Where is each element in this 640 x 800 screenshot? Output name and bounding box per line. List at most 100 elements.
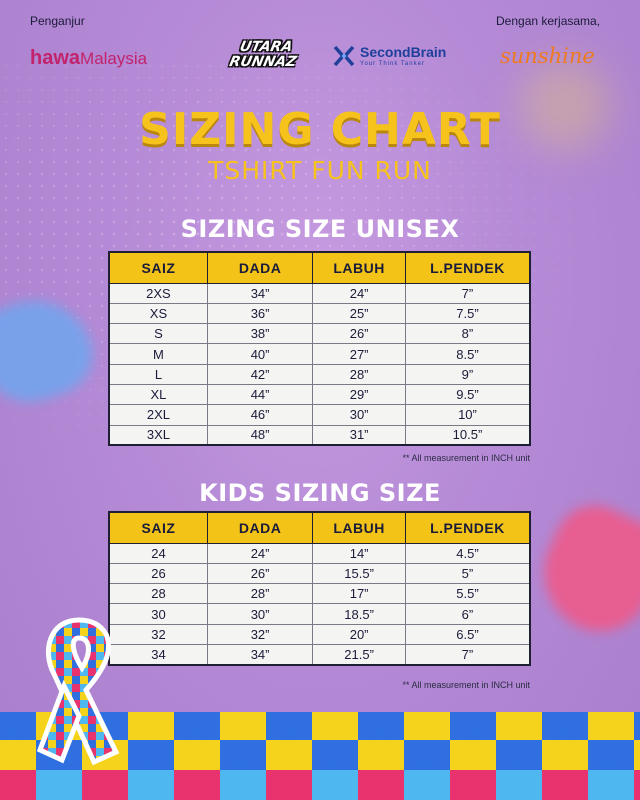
table-row: XL 44” 29” 9.5” bbox=[108, 383, 531, 406]
puzzle-piece bbox=[404, 712, 450, 740]
cell-lpendek: 4.5” bbox=[404, 542, 531, 564]
utara-runnaz-logo: UTARA RUNNAZ bbox=[218, 39, 309, 74]
puzzle-piece bbox=[450, 740, 496, 770]
cell-labuh: 31” bbox=[312, 424, 406, 446]
puzzle-piece bbox=[312, 712, 358, 740]
cell-labuh: 14” bbox=[312, 542, 406, 564]
table-row: 34 34” 21.5” 7” bbox=[108, 643, 531, 666]
hawa-logo-rest: Malaysia bbox=[80, 49, 148, 68]
cell-dada: 30” bbox=[206, 603, 314, 625]
secondbrain-name: SecondBrain bbox=[360, 44, 447, 60]
cell-lpendek: 10.5” bbox=[404, 424, 531, 446]
column-header-dada: DADA bbox=[206, 251, 314, 284]
column-header-lpendek: L.PENDEK bbox=[404, 511, 531, 544]
page-subtitle: TSHIRT FUN RUN bbox=[208, 156, 432, 185]
cell-saiz: XL bbox=[108, 383, 208, 406]
cell-dada: 34” bbox=[206, 282, 314, 304]
cell-labuh: 20” bbox=[312, 623, 406, 645]
cell-labuh: 29” bbox=[312, 383, 406, 406]
puzzle-piece bbox=[588, 712, 634, 740]
cell-saiz: XS bbox=[108, 302, 208, 325]
cell-labuh: 25” bbox=[312, 302, 406, 325]
kids-heading: KIDS SIZING SIZE bbox=[199, 479, 441, 507]
puzzle-piece bbox=[588, 770, 634, 800]
puzzle-knob bbox=[282, 793, 296, 800]
secondbrain-tagline: Your Think Tanker bbox=[360, 61, 425, 67]
cell-saiz: L bbox=[108, 363, 208, 385]
cell-lpendek: 5.5” bbox=[404, 583, 531, 605]
table-row: XS 36” 25” 7.5” bbox=[108, 302, 531, 325]
brain-x-icon bbox=[333, 45, 355, 66]
puzzle-piece bbox=[128, 712, 174, 740]
puzzle-piece bbox=[174, 740, 220, 770]
sunshine-logo: sunshine bbox=[500, 44, 595, 68]
table-row: S 38” 26” 8” bbox=[108, 323, 531, 345]
cell-labuh: 26” bbox=[312, 323, 406, 345]
cell-dada: 26” bbox=[206, 562, 314, 585]
puzzle-piece bbox=[0, 770, 36, 800]
table-row: L 42” 28” 9” bbox=[108, 363, 531, 385]
puzzle-knob bbox=[374, 793, 388, 800]
table-row: M 40” 27” 8.5” bbox=[108, 343, 531, 365]
cell-dada: 28” bbox=[206, 583, 314, 605]
hawa-malaysia-logo: hawaMalaysia bbox=[30, 47, 147, 70]
puzzle-piece bbox=[312, 770, 358, 800]
cell-labuh: 17” bbox=[312, 583, 406, 605]
puzzle-knob bbox=[558, 793, 572, 800]
puzzle-piece bbox=[634, 770, 640, 800]
cell-saiz: 24 bbox=[108, 542, 208, 564]
cell-dada: 48” bbox=[206, 424, 314, 446]
table-row: 28 28” 17” 5.5” bbox=[108, 583, 531, 605]
table-row: 30 30” 18.5” 6” bbox=[108, 603, 531, 625]
column-header-saiz: SAIZ bbox=[108, 511, 208, 544]
column-header-labuh: LABUH bbox=[312, 251, 406, 284]
cell-dada: 34” bbox=[206, 643, 314, 666]
kids-note: ** All measurement in INCH unit bbox=[402, 680, 530, 690]
puzzle-piece bbox=[36, 770, 82, 800]
utara-logo-line2: RUNNAZ bbox=[227, 54, 298, 70]
puzzle-piece bbox=[358, 740, 404, 770]
puzzle-knob bbox=[98, 793, 112, 800]
cell-saiz: 26 bbox=[108, 562, 208, 585]
cell-dada: 24” bbox=[206, 542, 314, 564]
cell-labuh: 18.5” bbox=[312, 603, 406, 625]
cell-labuh: 27” bbox=[312, 343, 406, 365]
puzzle-piece bbox=[496, 770, 542, 800]
yellow-glow bbox=[520, 60, 610, 150]
puzzle-piece bbox=[220, 770, 266, 800]
cell-dada: 46” bbox=[206, 404, 314, 426]
cell-dada: 42” bbox=[206, 363, 314, 385]
cell-lpendek: 8.5” bbox=[404, 343, 531, 365]
cell-lpendek: 6” bbox=[404, 603, 531, 625]
puzzle-piece bbox=[634, 712, 640, 740]
autism-puzzle-ribbon-icon bbox=[36, 617, 120, 766]
cell-dada: 38” bbox=[206, 323, 314, 345]
table-row: 26 26” 15.5” 5” bbox=[108, 562, 531, 585]
cell-lpendek: 8” bbox=[404, 323, 531, 345]
cell-lpendek: 7” bbox=[404, 282, 531, 304]
cell-lpendek: 7.5” bbox=[404, 302, 531, 325]
hawa-logo-bold: hawa bbox=[30, 47, 81, 69]
cell-labuh: 28” bbox=[312, 363, 406, 385]
cell-dada: 44” bbox=[206, 383, 314, 406]
cell-lpendek: 10” bbox=[404, 404, 531, 426]
partner-label: Dengan kerjasama, bbox=[496, 14, 601, 28]
puzzle-piece bbox=[128, 770, 174, 800]
secondbrain-logo: SecondBrain Your Think Tanker bbox=[333, 44, 446, 67]
puzzle-knob bbox=[6, 793, 20, 800]
puzzle-piece bbox=[266, 740, 312, 770]
column-header-lpendek: L.PENDEK bbox=[404, 251, 531, 284]
page-title: SIZING CHART bbox=[139, 104, 501, 155]
kids-size-table: SAIZ DADA LABUH L.PENDEK 24 24” 14” 4.5” 26 2… bbox=[108, 511, 531, 666]
table-row: 24 24” 14” 4.5” bbox=[108, 542, 531, 564]
cell-saiz: S bbox=[108, 323, 208, 345]
cell-saiz: 28 bbox=[108, 583, 208, 605]
cell-lpendek: 7” bbox=[404, 643, 531, 666]
cell-saiz: 2XL bbox=[108, 404, 208, 426]
cell-saiz: 3XL bbox=[108, 424, 208, 446]
cell-lpendek: 9” bbox=[404, 363, 531, 385]
cell-lpendek: 6.5” bbox=[404, 623, 531, 645]
pink-puzzle-blob bbox=[524, 492, 640, 648]
puzzle-pieces-band bbox=[0, 712, 640, 800]
puzzle-piece bbox=[404, 770, 450, 800]
